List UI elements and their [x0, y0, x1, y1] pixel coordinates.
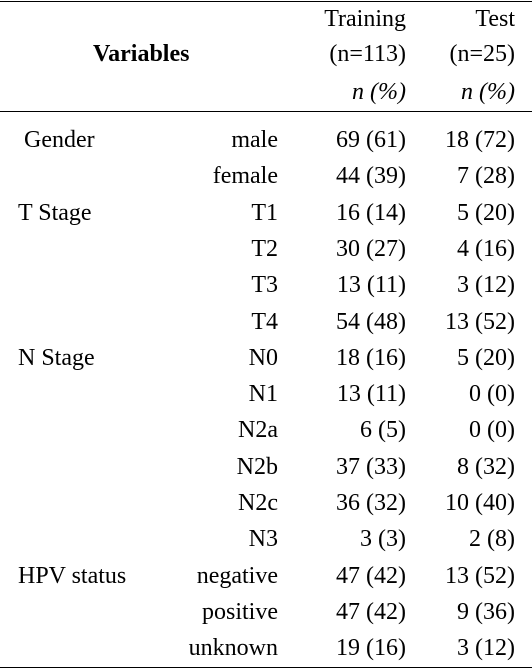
row-group-label: N Stage: [18, 344, 95, 371]
test-value: 10 (40): [445, 490, 515, 516]
row-subgroup-label: N2c: [238, 490, 278, 516]
test-unit-header: n (%): [461, 79, 515, 105]
table-bottom-rule: [0, 667, 532, 669]
training-header: Training: [324, 6, 406, 32]
training-value: 47 (42): [336, 598, 406, 625]
row-group-label: T Stage: [18, 199, 92, 226]
row-subgroup-label: N3: [248, 526, 278, 553]
test-value: 3 (12): [457, 635, 515, 662]
row-subgroup-label: unknown: [188, 635, 278, 662]
row-subgroup-label: positive: [202, 598, 278, 625]
training-value: 30 (27): [336, 235, 406, 262]
training-value: 37 (33): [336, 453, 406, 480]
training-value: 44 (39): [336, 163, 406, 190]
training-unit-header: n (%): [352, 79, 406, 105]
training-value: 36 (32): [336, 490, 406, 516]
training-n-header: (n=113): [329, 41, 406, 67]
test-value: 8 (32): [457, 453, 515, 480]
row-group-label: Gender: [24, 127, 95, 153]
training-value: 69 (61): [336, 127, 406, 153]
test-header: Test: [475, 6, 515, 32]
table-top-rule: [0, 1, 532, 3]
training-value: 16 (14): [336, 199, 406, 226]
training-value: 13 (11): [336, 272, 406, 299]
test-value: 5 (20): [457, 344, 515, 371]
test-value: 13 (52): [445, 562, 515, 589]
test-value: 0 (0): [469, 381, 515, 408]
row-subgroup-label: T2: [251, 235, 278, 262]
row-subgroup-label: negative: [196, 562, 278, 589]
row-subgroup-label: N2b: [236, 453, 278, 480]
training-value: 19 (16): [336, 635, 406, 662]
training-value: 54 (48): [336, 308, 406, 335]
test-value: 13 (52): [445, 308, 515, 335]
row-subgroup-label: male: [231, 127, 278, 153]
test-value: 0 (0): [469, 417, 515, 444]
variables-header: Variables: [93, 41, 190, 67]
test-value: 7 (28): [457, 163, 515, 190]
row-subgroup-label: female: [212, 163, 278, 190]
training-value: 13 (11): [336, 381, 406, 408]
row-subgroup-label: N0: [248, 344, 278, 371]
training-value: 3 (3): [360, 526, 406, 553]
test-value: 18 (72): [445, 127, 515, 153]
test-value: 9 (36): [457, 598, 515, 625]
row-subgroup-label: T3: [251, 272, 278, 299]
header-rule: [0, 111, 532, 112]
test-value: 4 (16): [457, 235, 515, 262]
row-subgroup-label: N1: [248, 381, 278, 408]
row-subgroup-label: T1: [251, 199, 278, 226]
row-subgroup-label: T4: [251, 308, 278, 335]
test-n-header: (n=25): [449, 41, 515, 67]
test-value: 5 (20): [457, 199, 515, 226]
test-value: 2 (8): [469, 526, 515, 553]
row-group-label: HPV status: [18, 562, 127, 589]
training-value: 18 (16): [336, 344, 406, 371]
training-value: 6 (5): [360, 417, 406, 444]
training-value: 47 (42): [336, 562, 406, 589]
row-subgroup-label: N2a: [238, 417, 278, 444]
test-value: 3 (12): [457, 272, 515, 299]
